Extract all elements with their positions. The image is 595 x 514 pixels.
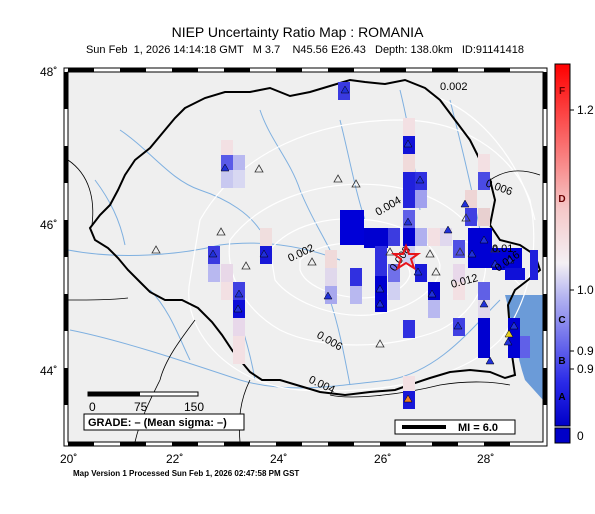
lon-label-20: 20˚ bbox=[60, 452, 78, 466]
grade-text: GRADE: – (Mean sigma: –) bbox=[88, 417, 227, 429]
romania-border bbox=[88, 78, 542, 397]
grade-C: C bbox=[558, 315, 565, 326]
colorbar-label-0: 0 bbox=[577, 429, 584, 443]
contour-label: 0.01 bbox=[492, 243, 513, 255]
lon-label-24: 24˚ bbox=[270, 452, 288, 466]
grade-B: B bbox=[558, 356, 565, 367]
mi-legend: MI = 6.0 bbox=[394, 419, 516, 435]
lon-label-26: 26˚ bbox=[374, 452, 392, 466]
scale-label-150: 150 bbox=[184, 400, 204, 414]
contour-label: 0.002 bbox=[440, 81, 468, 93]
epicenter-star bbox=[390, 243, 422, 271]
colorbar-label-0.9b: 0.9 bbox=[577, 362, 594, 376]
colorbar-label-1.2: 1.2 bbox=[577, 103, 594, 117]
uncertainty-cells bbox=[208, 82, 538, 409]
lat-label-46: 46˚ bbox=[40, 218, 58, 232]
distance-scale-bar: 0 75 150 bbox=[87, 391, 204, 414]
colorbar-label-0.9a: 0.9 bbox=[577, 344, 594, 358]
map-version-footer: Map Version 1 Processed Sun Feb 1, 2026 … bbox=[73, 469, 300, 478]
mi-legend-text: MI = 6.0 bbox=[458, 422, 498, 434]
lon-label-28: 28˚ bbox=[477, 452, 495, 466]
event-subtitle: Sun Feb 1, 2026 14:14:18 GMT M 3.7 N45.5… bbox=[85, 44, 525, 56]
lat-label-48: 48˚ bbox=[40, 65, 58, 79]
grade-D: D bbox=[558, 194, 565, 205]
scale-label-0: 0 bbox=[89, 400, 96, 414]
lon-label-22: 22˚ bbox=[166, 452, 184, 466]
grade-F: F bbox=[559, 86, 565, 97]
colorbar-label-1.0: 1.0 bbox=[577, 283, 594, 297]
seismic-stations bbox=[151, 85, 519, 403]
scale-label-75: 75 bbox=[134, 400, 148, 414]
grade-A: A bbox=[558, 392, 565, 403]
map-frame bbox=[63, 67, 548, 447]
colorbar: F D C B A 1.2 1.0 0.9 0.9 0 bbox=[554, 63, 594, 444]
lat-label-44: 44˚ bbox=[40, 364, 58, 378]
map-title: NIEP Uncertainty Ratio Map : ROMANIA bbox=[171, 24, 424, 40]
grade-box: GRADE: – (Mean sigma: –) bbox=[83, 413, 245, 431]
